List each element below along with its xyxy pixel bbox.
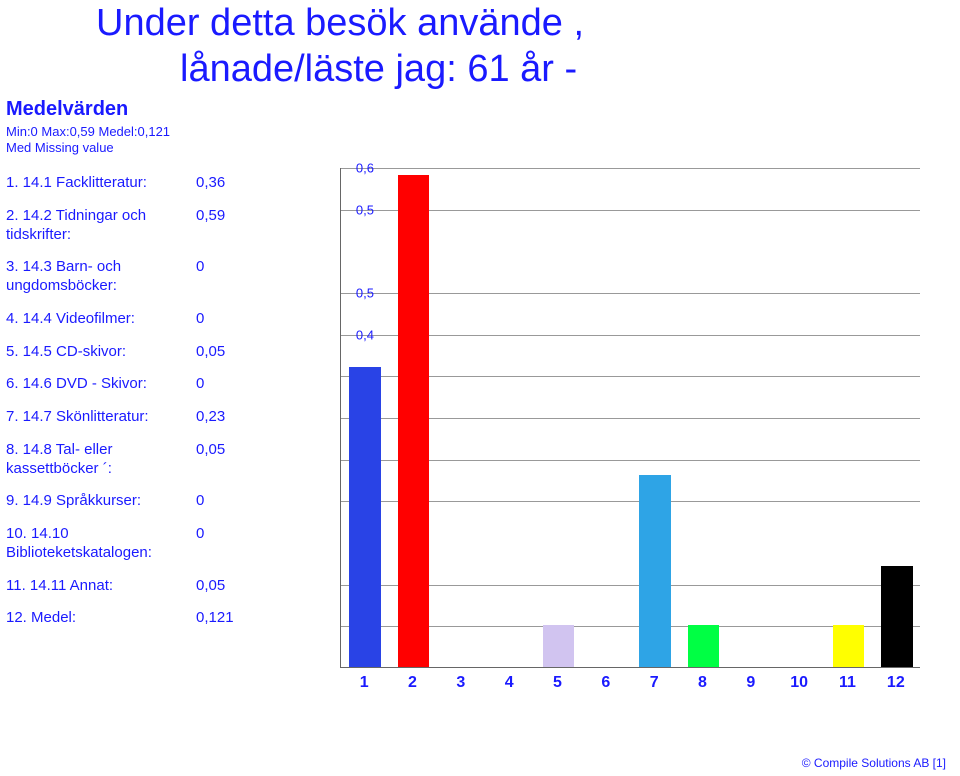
- chart-y-label: 0,5: [340, 202, 374, 217]
- list-item: 8. 14.8 Tal- eller kassettböcker ´:0,05: [6, 441, 294, 479]
- list-item-label: 2. 14.2 Tidningar och tidskrifter:: [6, 207, 196, 245]
- chart-y-label: 0,6: [340, 161, 374, 176]
- list-item-value: 0: [196, 525, 256, 542]
- list-item-value: 0: [196, 492, 256, 509]
- chart-x-label: 10: [790, 674, 808, 692]
- list-item-label: 3. 14.3 Barn- och ungdomsböcker:: [6, 258, 196, 296]
- chart-bar: [881, 566, 912, 667]
- chart-x-label: 8: [698, 674, 707, 692]
- list-item-label: 12. Medel:: [6, 609, 196, 628]
- chart-x-label: 2: [408, 674, 417, 692]
- list-item-label: 9. 14.9 Språkkurser:: [6, 492, 196, 511]
- list-item: 7. 14.7 Skönlitteratur:0,23: [6, 408, 294, 427]
- chart-bar: [543, 625, 574, 667]
- chart-y-label: 0,4: [340, 327, 374, 342]
- list-item-value: 0,23: [196, 408, 256, 425]
- chart-x-label: 11: [839, 674, 856, 692]
- list-item: 11. 14.11 Annat:0,05: [6, 577, 294, 596]
- list-item: 9. 14.9 Språkkurser:0: [6, 492, 294, 511]
- list-item: 4. 14.4 Videofilmer:0: [6, 310, 294, 329]
- footer: © Compile Solutions AB [1]: [802, 756, 946, 770]
- list-item: 3. 14.3 Barn- och ungdomsböcker:0: [6, 258, 294, 296]
- chart-x-label: 6: [601, 674, 610, 692]
- list-item: 1. 14.1 Facklitteratur:0,36: [6, 174, 294, 193]
- chart-x-label: 7: [650, 674, 659, 692]
- list-item-value: 0: [196, 310, 256, 327]
- title-line2: lånade/läste jag: 61 år -: [180, 48, 577, 91]
- side-sub1: Min:0 Max:0,59 Medel:0,121: [6, 124, 170, 139]
- list-item: 10. 14.10 Biblioteketskatalogen:0: [6, 525, 294, 563]
- list-item-label: 6. 14.6 DVD - Skivor:: [6, 375, 196, 394]
- list-item-value: 0,36: [196, 174, 256, 191]
- side-heading: Medelvärden: [6, 98, 128, 121]
- chart-x-label: 5: [553, 674, 562, 692]
- list-item: 5. 14.5 CD-skivor:0,05: [6, 343, 294, 362]
- list-item-value: 0: [196, 258, 256, 275]
- list-item-label: 5. 14.5 CD-skivor:: [6, 343, 196, 362]
- chart-bar: [349, 367, 380, 667]
- list-item-label: 1. 14.1 Facklitteratur:: [6, 174, 196, 193]
- list-item: 2. 14.2 Tidningar och tidskrifter:0,59: [6, 207, 294, 245]
- side-sub2: Med Missing value: [6, 140, 114, 155]
- data-list: 1. 14.1 Facklitteratur:0,362. 14.2 Tidni…: [6, 174, 294, 642]
- chart-bar: [688, 625, 719, 667]
- chart-bar: [833, 625, 864, 667]
- list-item-label: 7. 14.7 Skönlitteratur:: [6, 408, 196, 427]
- list-item-label: 10. 14.10 Biblioteketskatalogen:: [6, 525, 196, 563]
- chart-bar: [639, 475, 670, 667]
- page: Under detta besök använde , lånade/läste…: [0, 0, 960, 776]
- chart-x-label: 3: [456, 674, 465, 692]
- list-item-value: 0,05: [196, 441, 256, 458]
- list-item-value: 0,59: [196, 207, 256, 224]
- list-item-value: 0,05: [196, 577, 256, 594]
- title-line1: Under detta besök använde ,: [96, 2, 584, 45]
- chart-bar: [398, 175, 429, 667]
- list-item-value: 0: [196, 375, 256, 392]
- chart-gridline: [341, 168, 920, 169]
- list-item-label: 4. 14.4 Videofilmer:: [6, 310, 196, 329]
- list-item-value: 0,121: [196, 609, 256, 626]
- list-item-label: 8. 14.8 Tal- eller kassettböcker ´:: [6, 441, 196, 479]
- chart-x-label: 4: [505, 674, 514, 692]
- list-item-label: 11. 14.11 Annat:: [6, 577, 196, 596]
- list-item: 12. Medel:0,121: [6, 609, 294, 628]
- chart: 0,60,50,50,40,40,30,20,20,10,1 123456789…: [300, 168, 940, 708]
- chart-plot: 0,60,50,50,40,40,30,20,20,10,1: [340, 168, 920, 668]
- chart-x-label: 12: [887, 674, 905, 692]
- chart-x-label: 1: [360, 674, 369, 692]
- list-item: 6. 14.6 DVD - Skivor:0: [6, 375, 294, 394]
- chart-x-label: 9: [746, 674, 755, 692]
- list-item-value: 0,05: [196, 343, 256, 360]
- chart-y-label: 0,5: [340, 286, 374, 301]
